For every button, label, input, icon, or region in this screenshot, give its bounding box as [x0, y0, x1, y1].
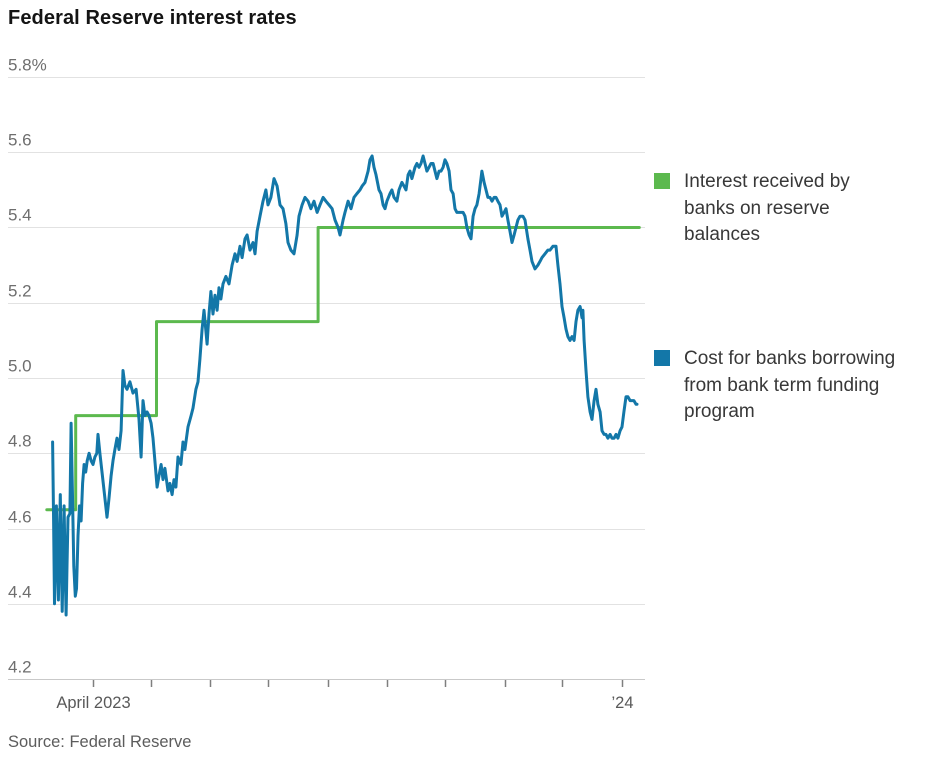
legend-label-reserve-balances: Interest received by banks on reserve bala…	[684, 171, 850, 245]
series-line-reserve-balances	[45, 226, 641, 512]
x-tick-label: ’24	[611, 694, 633, 712]
interest-rates-chart: 5.8% 5.6 5.4 5.2 5.0 4.8 4.6 4.4 4.2 April 2023 ’2…	[8, 56, 645, 712]
blue-legend-swatch-icon	[654, 350, 670, 366]
y-tick-label: 4.4	[8, 583, 32, 602]
page-title: Federal Reserve interest rates	[8, 7, 297, 29]
x-tick-label: April 2023	[56, 694, 130, 712]
legend-label-btfp: Cost for banks borrowing from bank term f…	[684, 348, 896, 422]
y-tick-label: 4.6	[8, 508, 32, 527]
series-line-btfp	[51, 154, 639, 617]
legend-item-reserve-balances: Interest received by banks on reserve bala…	[654, 169, 850, 249]
y-tick-label: 5.0	[8, 357, 32, 376]
y-tick-label: 4.8	[8, 432, 32, 451]
source-note: Source: Federal Reserve	[8, 733, 192, 751]
green-legend-swatch-icon	[654, 173, 670, 189]
y-tick-label: 5.6	[8, 131, 32, 150]
y-tick-label: 4.2	[8, 658, 32, 677]
legend-item-btfp: Cost for banks borrowing from bank term f…	[654, 346, 895, 426]
y-tick-label: 5.4	[8, 206, 32, 225]
y-tick-label: 5.2	[8, 282, 32, 301]
y-tick-label: 5.8%	[8, 56, 47, 75]
